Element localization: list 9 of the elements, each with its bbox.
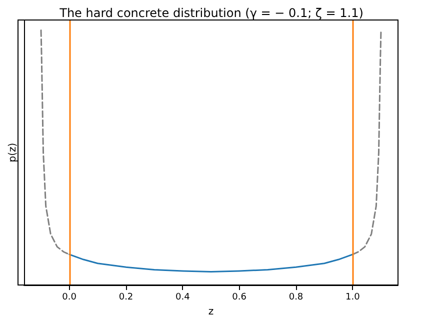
x-tick-label: 0.0	[62, 292, 77, 302]
x-tick-label: 0.4	[176, 292, 190, 302]
x-axis-title: z	[208, 306, 214, 318]
x-tick-label: 1.0	[346, 292, 360, 302]
chart-title: The hard concrete distribution (γ = − 0.1; ζ = 1.1)	[58, 6, 364, 20]
x-tick-label: 0.6	[232, 292, 247, 302]
x-tick-label: 0.8	[288, 292, 304, 302]
y-axis-title: p(z)	[8, 142, 18, 162]
x-tick-label: 0.2	[118, 292, 134, 302]
